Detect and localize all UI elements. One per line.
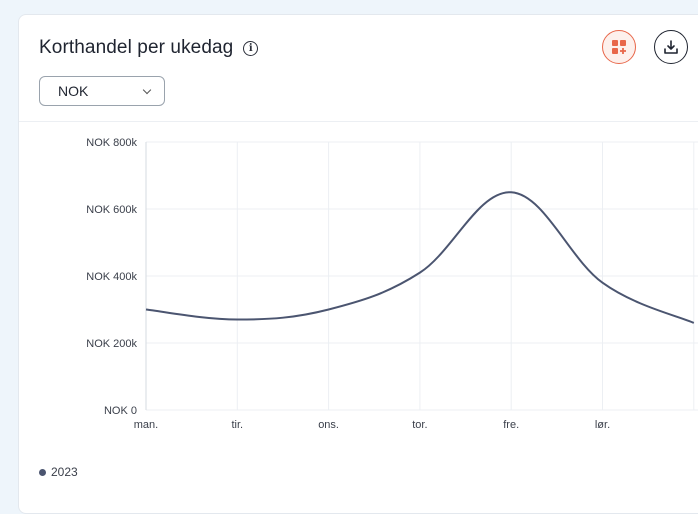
y-tick-label: NOK 800k [86, 137, 137, 149]
card-title: Korthandel per ukedag [39, 37, 234, 58]
y-tick-label: NOK 0 [104, 405, 137, 417]
add-widget-button[interactable] [602, 30, 636, 64]
info-icon[interactable]: i [243, 40, 259, 56]
legend-label[interactable]: 2023 [51, 465, 78, 479]
x-tick-label: tir. [231, 419, 243, 431]
add-widget-icon [612, 40, 626, 54]
x-tick-label: fre. [503, 419, 519, 431]
legend-dot [39, 468, 46, 476]
download-icon [664, 40, 678, 54]
y-tick-label: NOK 200k [86, 338, 137, 350]
chart-card: Korthandel per ukedag i NOK NOK 0 NOK 200… [18, 14, 698, 514]
legend: 2023 [39, 465, 78, 479]
series-line [145, 191, 695, 324]
y-tick-label: NOK 400k [86, 271, 137, 283]
x-tick-label: tor. [412, 419, 427, 431]
line-chart: NOK 0 NOK 200k NOK 400k NOK 600k NOK 800k man… [86, 137, 698, 431]
header-divider [19, 121, 698, 122]
card-title-row: Korthandel per ukedag i [39, 37, 259, 59]
y-tick-label: NOK 600k [86, 204, 137, 216]
currency-select[interactable]: NOK [39, 76, 165, 106]
x-tick-label: man. [134, 419, 158, 431]
x-tick-label: ons. [318, 419, 339, 431]
x-tick-label: lør. [595, 419, 610, 431]
currency-select-value: NOK [58, 83, 89, 99]
download-button[interactable] [654, 30, 688, 64]
